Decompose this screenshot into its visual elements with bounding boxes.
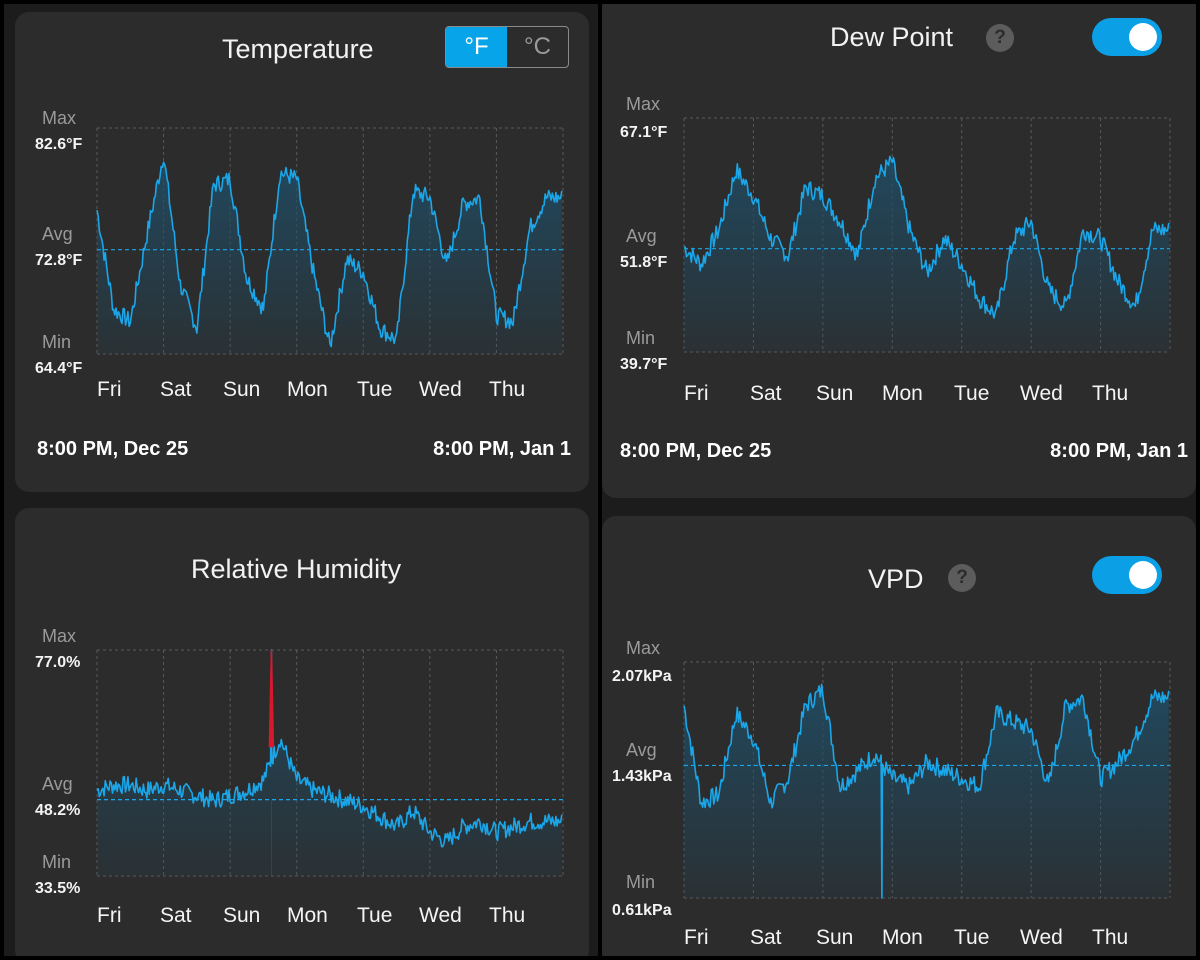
temperature-title: Temperature <box>222 34 374 64</box>
min-value: 64.4°F <box>35 360 83 377</box>
celsius-button[interactable]: °C <box>524 33 551 60</box>
series-area <box>684 684 1169 898</box>
avg-value: 72.8°F <box>35 252 83 269</box>
fahrenheit-button[interactable]: °F <box>446 27 507 67</box>
max-value: 82.6°F <box>35 136 83 153</box>
day-label-fri: Fri <box>684 926 709 949</box>
day-label-sat: Sat <box>750 382 782 405</box>
day-label-fri: Fri <box>97 378 122 401</box>
temperature-card: Temperature °F °C Max 82.6°F Avg 72.8°F … <box>15 12 589 492</box>
humidity-title: Relative Humidity <box>191 554 402 584</box>
day-label-sat: Sat <box>750 926 782 949</box>
day-label-sun: Sun <box>816 926 854 949</box>
max-label: Max <box>42 626 77 646</box>
avg-label: Avg <box>42 224 73 244</box>
day-label-mon: Mon <box>287 378 328 401</box>
series-line <box>96 161 563 348</box>
dew-point-toggle[interactable] <box>1092 18 1162 56</box>
day-label-sun: Sun <box>223 904 261 927</box>
day-label-fri: Fri <box>97 904 122 927</box>
series-line <box>683 683 1170 899</box>
right-pane: Dew Point ? Max 67.1°F Avg 51.8°F Min 39… <box>602 4 1196 956</box>
toggle-knob <box>1129 561 1157 589</box>
day-label-mon: Mon <box>882 382 923 405</box>
day-label-sat: Sat <box>160 904 192 927</box>
day-label-tue: Tue <box>357 904 393 927</box>
day-label-wed: Wed <box>419 904 462 927</box>
day-label-wed: Wed <box>1020 382 1063 405</box>
dew-point-title: Dew Point <box>830 22 954 52</box>
temperature-chart <box>96 127 564 355</box>
day-label-thu: Thu <box>489 904 526 927</box>
series-area <box>97 650 562 876</box>
dew-point-chart <box>683 117 1171 353</box>
series-area <box>684 156 1169 352</box>
vpd-chart <box>683 661 1171 899</box>
day-label-thu: Thu <box>1092 382 1129 405</box>
day-label-tue: Tue <box>954 926 990 949</box>
min-value: 39.7°F <box>620 356 668 373</box>
day-label-mon: Mon <box>882 926 923 949</box>
avg-value: 51.8°F <box>620 254 668 271</box>
day-label-tue: Tue <box>954 382 990 405</box>
day-label-sun: Sun <box>223 378 261 401</box>
humidity-chart <box>96 649 564 877</box>
max-value: 77.0% <box>35 654 81 671</box>
max-label: Max <box>42 108 77 128</box>
vpd-title: VPD <box>868 564 924 594</box>
toggle-knob <box>1129 23 1157 51</box>
day-label-wed: Wed <box>419 378 462 401</box>
day-label-thu: Thu <box>1092 926 1129 949</box>
day-label-fri: Fri <box>684 382 709 405</box>
avg-label: Avg <box>42 774 73 794</box>
dew-point-help-icon[interactable]: ? <box>986 24 1014 52</box>
min-value: 0.61kPa <box>612 902 672 919</box>
alert-spike <box>268 649 275 748</box>
avg-value: 1.43kPa <box>612 768 672 785</box>
series-line <box>96 649 563 848</box>
vpd-toggle[interactable] <box>1092 556 1162 594</box>
day-label-sun: Sun <box>816 382 854 405</box>
range-start: 8:00 PM, Dec 25 <box>37 438 189 460</box>
min-label: Min <box>42 852 72 872</box>
avg-value: 48.2% <box>35 802 81 819</box>
range-end: 8:00 PM, Jan 1 <box>1050 440 1188 462</box>
min-label: Min <box>626 872 656 892</box>
max-label: Max <box>626 94 661 114</box>
dew-point-card: Dew Point ? Max 67.1°F Avg 51.8°F Min 39… <box>602 4 1196 498</box>
range-start: 8:00 PM, Dec 25 <box>620 440 772 462</box>
min-label: Min <box>42 332 72 352</box>
max-label: Max <box>626 638 661 658</box>
vpd-help-icon[interactable]: ? <box>948 564 976 592</box>
day-label-wed: Wed <box>1020 926 1063 949</box>
series-line <box>683 155 1170 319</box>
temperature-unit-toggle: °F °C <box>445 26 569 68</box>
max-value: 67.1°F <box>620 124 668 141</box>
left-pane: Temperature °F °C Max 82.6°F Avg 72.8°F … <box>4 4 598 956</box>
humidity-card: Relative Humidity Max 77.0% Avg 48.2% Mi… <box>15 508 589 956</box>
range-end: 8:00 PM, Jan 1 <box>433 438 571 460</box>
avg-label: Avg <box>626 226 657 246</box>
day-label-mon: Mon <box>287 904 328 927</box>
series-area <box>97 162 562 354</box>
min-value: 33.5% <box>35 880 81 897</box>
avg-label: Avg <box>626 740 657 760</box>
min-label: Min <box>626 328 656 348</box>
day-label-sat: Sat <box>160 378 192 401</box>
day-label-thu: Thu <box>489 378 526 401</box>
vpd-card: VPD ? Max 2.07kPa Avg 1.43kPa Min 0.61kP… <box>602 516 1196 956</box>
day-label-tue: Tue <box>357 378 393 401</box>
max-value: 2.07kPa <box>612 668 672 685</box>
